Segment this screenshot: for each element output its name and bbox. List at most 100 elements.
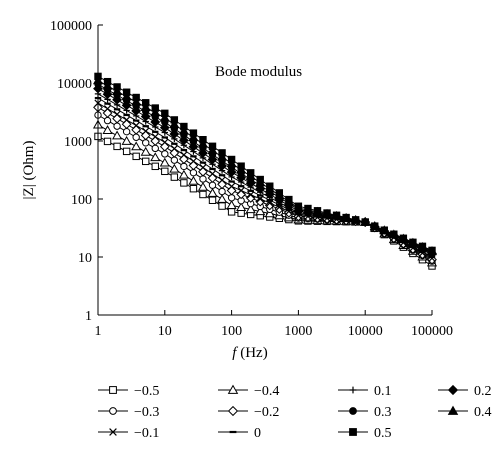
- data-point: [207, 154, 218, 165]
- data-point: [399, 234, 408, 242]
- data-point: [313, 207, 322, 215]
- data-point: [113, 122, 121, 130]
- data-point: [409, 238, 417, 247]
- data-point: [121, 91, 132, 101]
- data-point: [113, 110, 121, 118]
- data-point: [159, 122, 170, 133]
- data-point: [332, 211, 341, 219]
- data-point: [255, 206, 266, 216]
- data-point: [159, 112, 170, 122]
- data-point: [427, 254, 437, 265]
- data-point: [207, 187, 218, 197]
- data-point: [151, 162, 159, 171]
- data-point: [227, 208, 236, 216]
- y-tick-label: 1: [85, 309, 92, 324]
- data-point: [207, 173, 218, 183]
- legend-label: 0.1: [374, 384, 392, 399]
- data-point: [113, 83, 121, 91]
- legend-entry: 0.2: [438, 384, 492, 399]
- data-point: [169, 119, 180, 129]
- data-point: [122, 127, 131, 136]
- data-point: [197, 138, 209, 148]
- data-point: [246, 169, 255, 177]
- y-tick-label: 100: [71, 193, 92, 208]
- data-point: [142, 139, 150, 147]
- data-point: [112, 130, 123, 140]
- data-point: [188, 132, 199, 142]
- data-point: [199, 190, 207, 199]
- data-point: [371, 222, 379, 230]
- data-point: [188, 160, 199, 171]
- x-tick-label: 100000: [411, 324, 453, 339]
- legend-marker: [349, 428, 357, 436]
- data-point: [131, 96, 142, 106]
- data-point: [218, 187, 226, 196]
- data-point: [103, 105, 112, 113]
- x-axis-label-unit: (Hz): [236, 345, 267, 361]
- data-point: [218, 149, 226, 157]
- x-tick-label: 1: [95, 324, 102, 339]
- data-point: [198, 166, 208, 177]
- data-point: [188, 175, 199, 185]
- data-point: [294, 202, 303, 210]
- data-point: [180, 179, 188, 187]
- data-point: [208, 142, 217, 150]
- legend-marker: [447, 384, 459, 396]
- data-point: [132, 152, 140, 161]
- data-point: [180, 122, 188, 131]
- data-point: [161, 167, 169, 176]
- data-point: [227, 194, 236, 202]
- data-point: [380, 226, 388, 234]
- data-point: [189, 185, 198, 193]
- data-point: [208, 196, 217, 204]
- data-point: [189, 168, 198, 177]
- data-point: [178, 125, 189, 135]
- data-point: [218, 176, 226, 184]
- y-axis-ticks: 1 10 100 1000 10000 100000: [50, 19, 103, 324]
- legend-entry: 0: [218, 426, 261, 441]
- data-point: [169, 163, 180, 173]
- x-tick-label: 1000: [284, 324, 312, 339]
- data-point: [169, 147, 180, 158]
- y-tick-label: 10000: [57, 77, 92, 92]
- legend-label: 0.5: [374, 426, 392, 441]
- data-point: [197, 181, 209, 191]
- plot-area: [92, 72, 438, 270]
- y-tick-label: 1000: [64, 135, 92, 150]
- data-point: [132, 121, 140, 130]
- data-point: [323, 209, 331, 217]
- data-point: [123, 116, 131, 124]
- x-axis-ticks: 1 10 100 1000 10000 100000: [95, 310, 453, 339]
- data-point: [142, 99, 150, 107]
- legend-label: 0.2: [474, 384, 492, 399]
- data-point: [112, 86, 123, 95]
- legend-marker: [109, 386, 117, 394]
- data-point: [151, 133, 159, 141]
- series-filled-square: [94, 72, 436, 255]
- data-point: [180, 151, 188, 159]
- legend-entry: −0.3: [98, 405, 159, 420]
- data-point: [151, 104, 159, 112]
- legend-entry: −0.2: [218, 405, 279, 420]
- data-point: [226, 200, 237, 209]
- data-point: [122, 88, 131, 96]
- x-axis-label-var: f: [232, 345, 238, 361]
- data-point: [428, 246, 436, 255]
- data-point: [304, 204, 312, 213]
- legend-marker: [109, 407, 117, 415]
- data-point: [178, 154, 189, 165]
- data-point: [418, 242, 427, 251]
- data-point: [247, 191, 255, 199]
- data-point: [102, 125, 113, 134]
- data-point: [208, 170, 217, 178]
- legend-marker: [447, 405, 459, 415]
- legend-entry: 0.3: [338, 405, 392, 420]
- data-point: [150, 117, 161, 127]
- data-point: [103, 116, 112, 125]
- data-point: [170, 156, 179, 164]
- data-point: [189, 157, 198, 165]
- legend-label: −0.4: [254, 384, 279, 399]
- legend-entry: −0.4: [218, 384, 279, 399]
- data-point: [102, 80, 113, 90]
- legend-marker: [349, 386, 357, 394]
